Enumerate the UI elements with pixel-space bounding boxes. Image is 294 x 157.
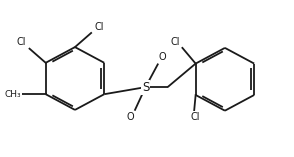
Text: S: S xyxy=(142,81,149,94)
Text: CH₃: CH₃ xyxy=(4,90,21,99)
Text: O: O xyxy=(159,52,166,62)
Text: Cl: Cl xyxy=(191,112,201,122)
Text: O: O xyxy=(126,112,134,122)
Text: Cl: Cl xyxy=(170,37,180,47)
Text: Cl: Cl xyxy=(95,22,104,32)
Text: Cl: Cl xyxy=(16,37,26,47)
